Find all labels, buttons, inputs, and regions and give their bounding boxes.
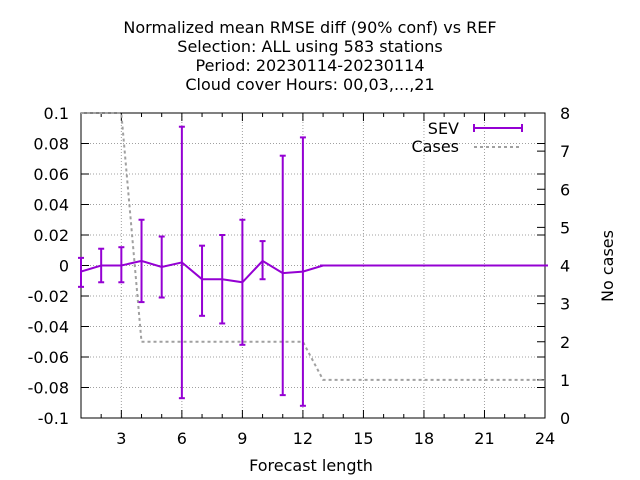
cases-series: [81, 112, 545, 381]
x-tick-label: 3: [116, 429, 126, 448]
chart-title: Normalized mean RMSE diff (90% conf) vs …: [123, 18, 496, 94]
x-tick-label: 24: [535, 429, 555, 448]
y-tick-label: 0.06: [33, 165, 69, 184]
grid: [81, 113, 545, 418]
x-axis-label: Forecast length: [249, 456, 373, 475]
title-line-3: Period: 20230114-20230114: [195, 56, 424, 75]
y-tick-label: -0.06: [28, 348, 69, 367]
legend: SEV Cases: [412, 119, 523, 156]
y-tick-label: 0.02: [33, 226, 69, 245]
sev-line: [80, 259, 545, 284]
legend-label-sev: SEV: [428, 119, 459, 138]
y2-tick-label: 5: [560, 218, 570, 237]
cases-line: [81, 112, 545, 381]
y-tick-label: 0.04: [33, 196, 69, 215]
legend-mark-sev: [473, 124, 523, 132]
x-tick-label: 9: [237, 429, 247, 448]
y-tick-label: -0.1: [38, 409, 69, 428]
title-line-2: Selection: ALL using 583 stations: [177, 37, 442, 56]
y2-tick-label: 6: [560, 180, 570, 199]
legend-label-cases: Cases: [412, 137, 460, 156]
x-tick-label: 18: [414, 429, 434, 448]
y-tick-label: 0.1: [44, 104, 69, 123]
y2-tick-label: 8: [560, 104, 570, 123]
y2-axis-label: No cases: [598, 230, 617, 302]
sev-series: [78, 125, 548, 407]
y2-tick-label: 7: [560, 142, 570, 161]
x-tick-label: 15: [353, 429, 373, 448]
x-tick-label: 12: [293, 429, 313, 448]
y-tick-label: 0: [59, 257, 69, 276]
y2-tick-label: 1: [560, 371, 570, 390]
title-line-4: Cloud cover Hours: 00,03,...,21: [185, 75, 434, 94]
x-tick-label: 21: [474, 429, 494, 448]
title-line-1: Normalized mean RMSE diff (90% conf) vs …: [123, 18, 496, 37]
tick-labels: -0.1 -0.08 -0.06 -0.04 -0.02 0 0.02 0.04 0.06 0.0…: [28, 104, 571, 448]
y2-tick-label: 3: [560, 295, 570, 314]
x-tick-label: 6: [177, 429, 187, 448]
y2-tick-label: 2: [560, 333, 570, 352]
y2-tick-label: 0: [560, 409, 570, 428]
y-tick-label: 0.08: [33, 135, 69, 154]
y-tick-label: -0.08: [28, 379, 69, 398]
y-tick-label: -0.02: [28, 287, 69, 306]
y2-tick-label: 4: [560, 257, 570, 276]
y-tick-label: -0.04: [28, 318, 69, 337]
